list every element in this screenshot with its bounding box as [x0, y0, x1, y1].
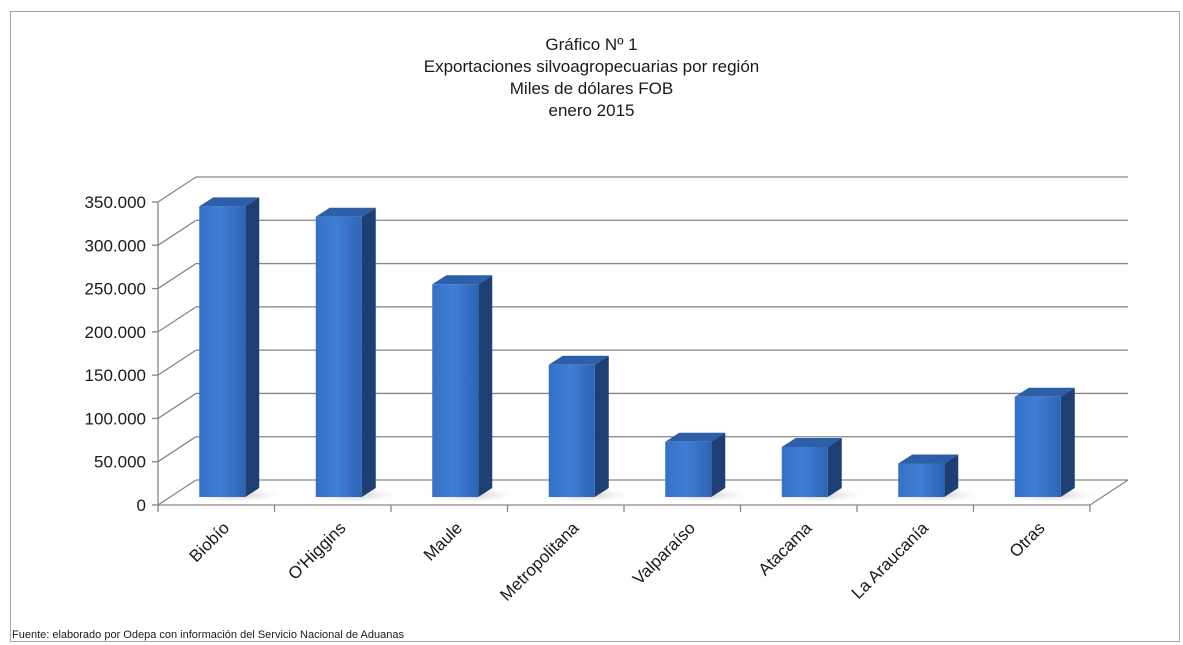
floor-right-edge: [1089, 479, 1129, 506]
chart-units-line: Miles de dólares FOB: [509, 79, 674, 98]
x-tick-label: Valparaíso: [629, 518, 699, 588]
gridline-depth: [157, 263, 197, 290]
chart-frame: [10, 11, 1180, 642]
bar-top: [315, 207, 376, 217]
bar-top: [548, 355, 609, 365]
bar-top: [665, 432, 726, 442]
x-tick-label: Otras: [1006, 518, 1049, 561]
chart-title: Gráfico Nº 1 Exportaciones silvoagropecu…: [0, 34, 1183, 122]
bar-top: [432, 275, 493, 285]
gridline-depth: [157, 392, 197, 419]
chart-title-line: Gráfico Nº 1: [545, 35, 638, 54]
bar-side: [1060, 387, 1075, 497]
bar-top: [1014, 387, 1075, 397]
bar: [548, 364, 595, 497]
gridline-depth: [157, 349, 197, 376]
gridline-depth: [157, 479, 197, 506]
bar-side: [944, 454, 959, 497]
bar: [1014, 396, 1061, 497]
gridline-depth: [157, 176, 197, 203]
chart-period-line: enero 2015: [548, 101, 635, 120]
x-tick-label: Metropolitana: [496, 518, 583, 605]
bar-side: [711, 432, 726, 497]
y-tick-label: 250.000: [85, 280, 146, 299]
y-tick-label: 200.000: [85, 323, 146, 342]
x-tick-label: Biobío: [186, 518, 234, 566]
bar: [199, 206, 246, 498]
y-tick-label: 150.000: [85, 366, 146, 385]
bar: [665, 441, 712, 497]
x-tick-label: Atacama: [755, 518, 816, 579]
bar-top: [781, 437, 842, 447]
y-tick-label: 350.000: [85, 193, 146, 212]
chart-subtitle-line: Exportaciones silvoagropecuarias por reg…: [423, 57, 760, 76]
x-tick-label: La Araucanía: [848, 518, 933, 603]
y-tick-label: 300.000: [85, 236, 146, 255]
bar: [898, 463, 945, 497]
gridline-depth: [157, 436, 197, 463]
bar-side: [245, 197, 260, 498]
x-tick-label: Maule: [420, 518, 466, 564]
y-tick-label: 0: [137, 496, 146, 515]
bar: [781, 446, 828, 497]
source-note: Fuente: elaborado por Odepa con informac…: [12, 629, 404, 641]
y-tick-label: 50.000: [94, 453, 146, 472]
bar-top: [898, 454, 959, 464]
bar-side: [827, 437, 842, 497]
y-tick-label: 100.000: [85, 409, 146, 428]
bar-side: [361, 207, 376, 497]
gridline-depth: [157, 306, 197, 333]
gridline-depth: [157, 219, 197, 246]
bar: [315, 216, 362, 497]
bar-top: [199, 197, 260, 207]
bar-side: [594, 355, 609, 497]
bar: [432, 284, 479, 497]
x-tick-label: O'Higgins: [284, 518, 349, 583]
bar-side: [478, 275, 493, 497]
